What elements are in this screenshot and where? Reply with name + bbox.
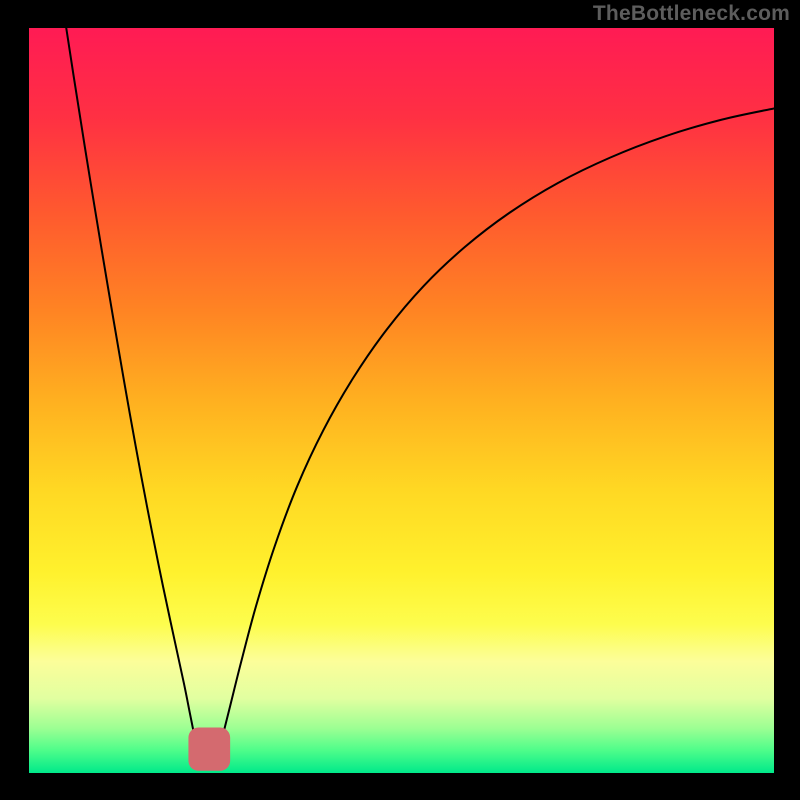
plot-area bbox=[29, 28, 774, 773]
highlight-capsule bbox=[188, 728, 230, 771]
chart-stage: TheBottleneck.com bbox=[0, 0, 800, 800]
chart-svg bbox=[29, 28, 774, 773]
watermark-text: TheBottleneck.com bbox=[593, 2, 790, 26]
gradient-background bbox=[29, 28, 774, 773]
